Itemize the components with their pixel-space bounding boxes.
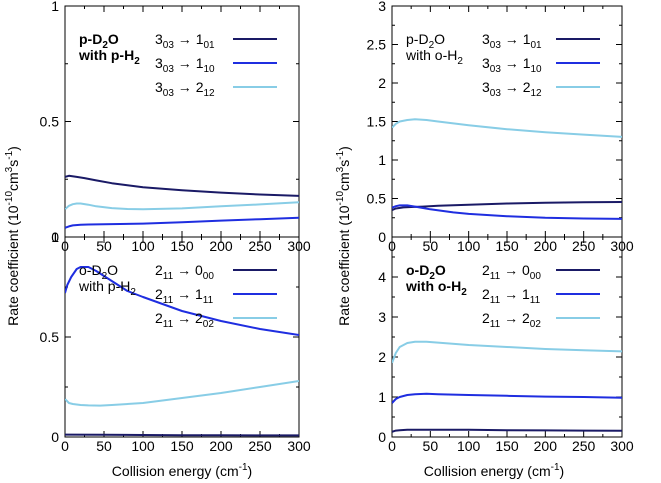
y-axis-label-right: Rate coefficient (10-10cm3s-1) [335, 146, 352, 326]
series-line-1 [65, 433, 299, 437]
legend-entry-3: 211 → 202 [155, 310, 214, 330]
series-line-1 [65, 174, 299, 197]
x-tick-label: 200 [209, 238, 233, 254]
legend-entry-1: 303 → 101 [155, 31, 215, 51]
y-tick-label: 3 [378, 0, 386, 14]
series-line-3 [392, 118, 622, 138]
panel-label-line1: o-D2O [79, 262, 118, 282]
x-tick-label: 200 [534, 238, 558, 254]
legend-entry-2: 303 → 110 [482, 55, 542, 75]
x-tick-label: 300 [287, 438, 311, 454]
y-tick-label: 1 [378, 152, 386, 168]
y-tick-label: 0 [51, 229, 59, 245]
x-tick-label: 50 [96, 238, 112, 254]
y-tick-label: 1 [378, 389, 386, 405]
x-tick-label: 250 [248, 438, 272, 454]
x-tick-label: 100 [457, 238, 481, 254]
x-tick-label: 250 [572, 438, 596, 454]
legend-entry-3: 211 → 202 [482, 310, 541, 330]
x-tick-label: 300 [610, 438, 634, 454]
x-tick-label: 250 [572, 238, 596, 254]
x-tick-label: 100 [457, 438, 481, 454]
legend-entry-1: 211 → 000 [482, 262, 541, 282]
legend-entry-2: 211 → 111 [155, 286, 214, 306]
x-tick-label: 100 [131, 238, 155, 254]
y-tick-label: 1 [51, 0, 59, 14]
y-tick-label: 4 [378, 269, 386, 285]
x-axis-label-right: Collision energy (cm-1) [424, 462, 564, 479]
series-line-2 [392, 204, 622, 220]
y-axis-label-left: Rate coefficient (10-10cm3s-1) [4, 146, 21, 326]
y-tick-label: 0 [51, 429, 59, 445]
x-tick-label: 150 [495, 238, 519, 254]
series-line-1 [392, 201, 622, 212]
y-tick-label: 0.5 [40, 329, 60, 345]
legend-entry-3: 303 → 212 [482, 79, 542, 99]
y-tick-label: 1 [51, 229, 59, 245]
x-tick-label: 250 [248, 238, 272, 254]
y-tick-label: 3 [378, 309, 386, 325]
panel-label-line2: with o-H2 [405, 278, 467, 298]
y-tick-label: 0 [378, 429, 386, 445]
series-line-1 [392, 428, 622, 433]
x-tick-label: 200 [534, 438, 558, 454]
series-line-2 [65, 216, 299, 229]
legend-entry-2: 303 → 110 [155, 55, 215, 75]
x-tick-label: 200 [209, 438, 233, 454]
panel-top-right: 0 50 100 150 200 250 30000.511.522.53p-D2Owith… [367, 0, 634, 254]
series-line-2 [65, 266, 299, 336]
y-tick-label: 2.5 [367, 37, 387, 53]
legend-entry-1: 303 → 101 [482, 31, 542, 51]
y-tick-label: 1.5 [367, 114, 387, 130]
legend-entry-2: 211 → 111 [482, 286, 541, 306]
x-tick-label: 0 [61, 438, 69, 454]
y-tick-label: 0.5 [367, 191, 387, 207]
x-tick-label: 100 [131, 438, 155, 454]
x-tick-label: 0 [388, 438, 396, 454]
x-tick-label: 50 [423, 438, 439, 454]
panel-label-line1: p-D2O [79, 31, 119, 51]
panel-label-line1: o-D2O [406, 262, 446, 282]
x-tick-label: 150 [495, 438, 519, 454]
y-tick-label: 0 [378, 229, 386, 245]
y-tick-label: 2 [378, 75, 386, 91]
panel-label-line2: with o-H2 [405, 47, 463, 67]
series-line-2 [392, 392, 622, 404]
panel-label-line2: with p-H2 [78, 47, 140, 67]
y-tick-label: 2 [378, 349, 386, 365]
y-tick-label: 0.5 [40, 114, 60, 130]
legend-entry-1: 211 → 000 [155, 262, 214, 282]
x-tick-label: 150 [170, 438, 194, 454]
series-line-3 [65, 380, 299, 407]
x-tick-label: 150 [170, 238, 194, 254]
panel-label-line2: with p-H2 [78, 278, 136, 298]
x-axis-label-left: Collision energy (cm-1) [112, 462, 252, 479]
x-tick-label: 50 [423, 238, 439, 254]
panel-label-line1: p-D2O [406, 31, 445, 51]
x-tick-label: 50 [96, 438, 112, 454]
series-line-3 [392, 340, 622, 364]
legend-entry-3: 303 → 212 [155, 79, 215, 99]
series-line-3 [65, 201, 299, 211]
